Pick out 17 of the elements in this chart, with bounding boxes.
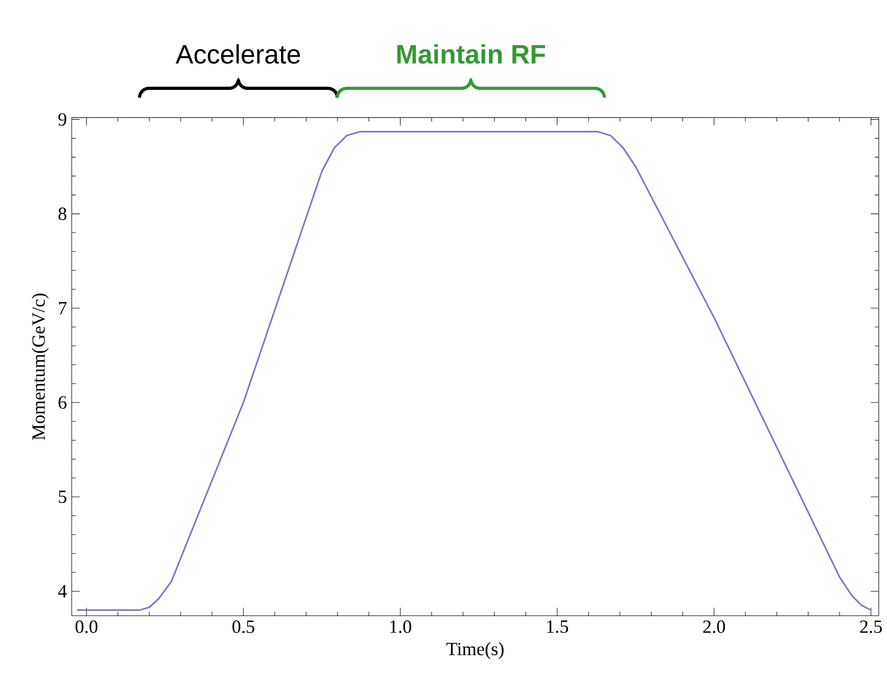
x-tick-label: 2.0 <box>703 620 725 633</box>
y-tick-label: 5 <box>58 490 66 503</box>
x-tick-label: 2.5 <box>860 620 882 633</box>
x-tick-label: 0.5 <box>232 620 254 633</box>
y-axis-title: Momentum(GeV/c) <box>32 293 49 440</box>
x-tick-label: 0.0 <box>76 620 98 633</box>
x-tick-label: 1.0 <box>390 620 412 633</box>
line-series <box>76 130 872 611</box>
y-tick-label: 4 <box>58 584 67 598</box>
text: Accelerate <box>176 44 300 64</box>
x-tick-label: 1.5 <box>547 620 568 633</box>
y-tick-label: 7 <box>58 302 67 314</box>
y-tick-label: 8 <box>58 207 66 220</box>
y-tick-label: 9 <box>58 112 66 126</box>
x-axis-title: Time(s) <box>446 642 504 659</box>
text: Maintain RF <box>397 44 546 64</box>
y-tick-label: 6 <box>58 396 67 409</box>
